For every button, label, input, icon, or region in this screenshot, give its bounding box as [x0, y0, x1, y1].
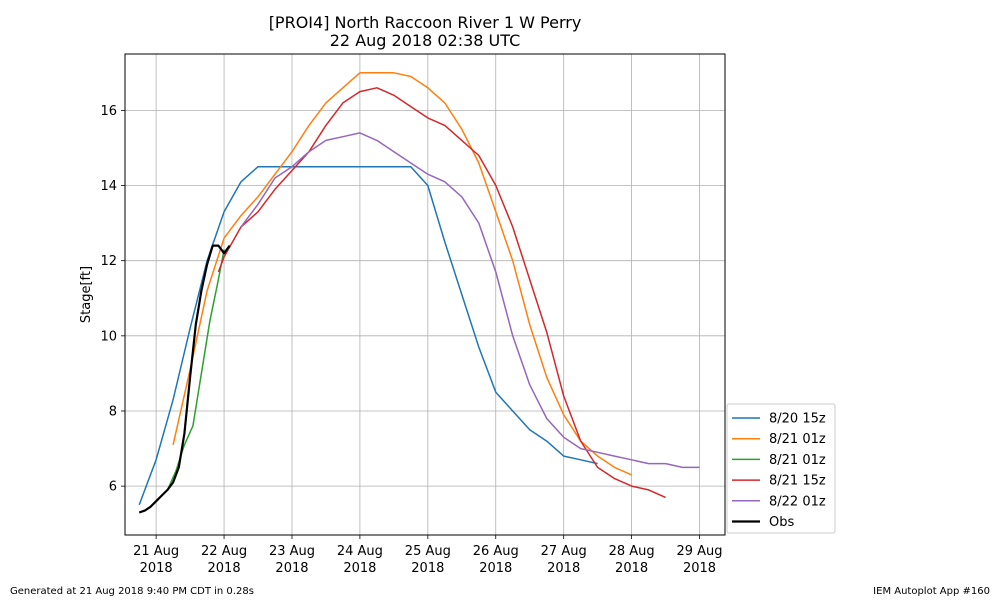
x-tick-label: 22 Aug [201, 544, 247, 559]
x-tick-year: 2018 [140, 561, 173, 576]
plot-frame [124, 53, 726, 536]
series-line-5 [240, 132, 700, 469]
series-line-4 [217, 87, 666, 499]
y-tick-label: 8 [109, 404, 117, 419]
series-line-6 [138, 244, 231, 514]
legend-label: 8/20 15z [769, 412, 826, 427]
x-tick-label: 24 Aug [337, 544, 383, 559]
legend-label: 8/21 01z [769, 432, 826, 447]
x-tick-year: 2018 [343, 561, 376, 576]
y-tick-label: 16 [100, 104, 117, 119]
x-tick-label: 27 Aug [541, 544, 587, 559]
x-tick-year: 2018 [615, 561, 648, 576]
x-tick-label: 23 Aug [269, 544, 315, 559]
series-line-3 [166, 249, 225, 491]
x-tick-label: 28 Aug [609, 544, 655, 559]
y-tick-label: 6 [109, 480, 117, 495]
x-tick-label: 29 Aug [676, 544, 722, 559]
generated-note: Generated at 21 Aug 2018 9:40 PM CDT in … [10, 586, 254, 597]
x-tick-label: 25 Aug [405, 544, 451, 559]
chart-title: [PROI4] North Raccoon River 1 W Perry [269, 13, 582, 32]
x-tick-year: 2018 [411, 561, 444, 576]
legend-label: Obs [769, 515, 794, 530]
series-line-1 [138, 165, 598, 506]
series-line-2 [172, 72, 632, 476]
y-tick-label: 14 [100, 179, 117, 194]
x-tick-year: 2018 [479, 561, 512, 576]
legend: 8/20 15z 8/21 01z 8/21 01z 8/21 15z 8/22 01z… [726, 403, 836, 534]
series-layer [138, 72, 700, 514]
y-tick-label: 12 [100, 254, 117, 269]
app-id-note: IEM Autoplot App #160 [873, 586, 990, 597]
chart-subtitle: 22 Aug 2018 02:38 UTC [330, 31, 521, 50]
y-tick-label: 10 [100, 329, 117, 344]
legend-label: 8/21 01z [769, 453, 826, 468]
x-tick-label: 26 Aug [473, 544, 519, 559]
legend-label: 8/21 15z [769, 474, 826, 489]
grid [125, 54, 725, 535]
axis-ticks: 21 Aug 2018 22 Aug 2018 23 Aug 2018 24 Aug 2018… [100, 104, 722, 576]
x-tick-label: 21 Aug [133, 544, 179, 559]
legend-label: 8/22 01z [769, 494, 826, 509]
x-tick-year: 2018 [547, 561, 580, 576]
x-tick-year: 2018 [683, 561, 716, 576]
y-axis-label: Stage[ft] [79, 266, 94, 323]
x-tick-year: 2018 [275, 561, 308, 576]
x-tick-year: 2018 [208, 561, 241, 576]
